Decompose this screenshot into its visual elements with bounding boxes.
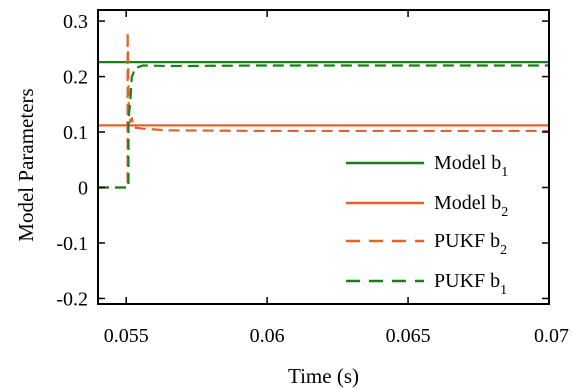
y-tick-label: -0.1 [56,233,88,255]
legend-label: Model b1 [434,152,508,180]
legend-label: PUKF b2 [434,230,507,258]
series-line-4 [98,64,549,189]
plot-lines [98,31,549,189]
legend: Model b1 Model b2 PUKF b2 PUKF b1 [346,152,508,298]
y-tick-label: 0 [78,178,88,200]
x-tick-label: 0.055 [104,325,149,347]
x-tick-label: 0.065 [386,325,431,347]
y-ticks: -0.2 -0.1 0 0.1 0.2 0.3 [56,11,549,310]
plot-frame [97,9,550,305]
y-tick-label: 0.1 [63,122,88,144]
y-tick-label: -0.2 [56,288,88,310]
x-axis-label: Time (s) [288,364,359,388]
y-axis-label: Model Parameters [14,88,38,241]
y-tick-label: 0.2 [63,67,88,89]
x-tick-label: 0.06 [250,325,285,347]
x-ticks: 0.055 0.06 0.065 0.07 [104,10,569,347]
y-tick-label: 0.3 [63,11,88,33]
legend-label: PUKF b1 [434,270,507,298]
x-tick-label: 0.07 [534,325,569,347]
series-line-3 [98,31,549,189]
legend-label: Model b2 [434,192,508,220]
